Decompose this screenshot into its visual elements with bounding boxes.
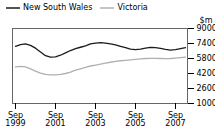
svg-text:9000: 9000 xyxy=(197,24,215,33)
svg-text:7400: 7400 xyxy=(197,39,215,48)
svg-text:Sep2005: Sep2005 xyxy=(125,111,145,128)
svg-text:1000: 1000 xyxy=(197,99,215,108)
svg-text:Sep2001: Sep2001 xyxy=(45,111,65,128)
svg-text:5800: 5800 xyxy=(197,54,215,63)
svg-text:2600: 2600 xyxy=(197,84,215,93)
svg-text:Sep1999: Sep1999 xyxy=(5,111,25,128)
svg-text:$m: $m xyxy=(200,16,213,25)
svg-text:4200: 4200 xyxy=(197,69,215,78)
svg-text:Sep2003: Sep2003 xyxy=(85,111,105,128)
svg-text:Sep2007: Sep2007 xyxy=(165,111,185,128)
html-text:Victoria: Victoria xyxy=(117,3,148,12)
html-text:New South Wales: New South Wales xyxy=(23,3,93,12)
